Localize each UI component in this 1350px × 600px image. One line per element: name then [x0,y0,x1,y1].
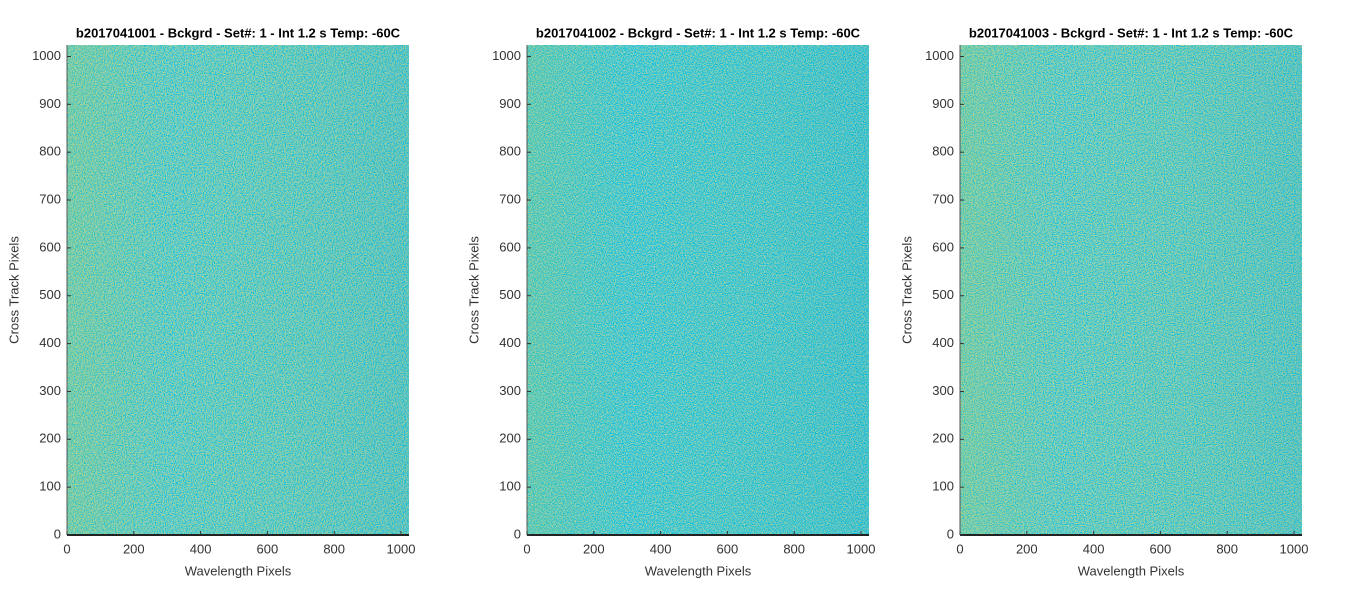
x-tick-label: 400 [190,541,212,556]
y-axis-label: Cross Track Pixels [466,236,481,344]
x-tick-label: 200 [1016,541,1038,556]
y-tick-label: 800 [932,144,954,159]
y-tick-label: 300 [932,383,954,398]
y-tick-label: 800 [39,144,61,159]
heatmap-shade [960,45,1302,535]
y-tick-label: 0 [54,526,61,541]
y-tick-label: 700 [39,191,61,206]
y-tick-label: 900 [39,96,61,111]
y-tick-label: 400 [932,335,954,350]
y-tick-label: 1000 [925,48,954,63]
x-tick-label: 1000 [387,541,416,556]
x-axis-label: Wavelength Pixels [185,563,292,578]
y-tick-label: 1000 [32,48,61,63]
x-tick-label: 200 [583,541,605,556]
y-tick-label: 100 [499,479,521,494]
x-tick-label: 200 [123,541,145,556]
x-tick-label: 0 [523,541,530,556]
y-tick-label: 600 [932,239,954,254]
y-tick-label: 500 [932,287,954,302]
x-tick-label: 600 [717,541,739,556]
y-axis-label: Cross Track Pixels [6,236,21,344]
y-axis-label: Cross Track Pixels [899,236,914,344]
y-tick-label: 300 [39,383,61,398]
y-tick-label: 200 [932,431,954,446]
y-tick-label: 200 [39,431,61,446]
y-tick-label: 100 [932,479,954,494]
y-tick-label: 0 [947,526,954,541]
chart-title: b2017041003 - Bckgrd - Set#: 1 - Int 1.2… [969,25,1294,40]
y-tick-label: 400 [39,335,61,350]
x-tick-label: 400 [1083,541,1105,556]
chart-title: b2017041001 - Bckgrd - Set#: 1 - Int 1.2… [76,25,401,40]
y-tick-label: 1000 [492,48,521,63]
heatmap-shade [67,45,409,535]
y-tick-label: 200 [499,431,521,446]
x-axis-label: Wavelength Pixels [645,563,752,578]
x-tick-label: 800 [783,541,805,556]
y-tick-label: 0 [514,526,521,541]
x-tick-label: 600 [1150,541,1172,556]
y-tick-label: 600 [39,239,61,254]
x-tick-label: 400 [650,541,672,556]
y-tick-label: 100 [39,479,61,494]
x-tick-label: 1000 [1280,541,1309,556]
x-tick-label: 600 [257,541,279,556]
y-tick-label: 800 [499,144,521,159]
y-tick-label: 500 [499,287,521,302]
y-tick-label: 500 [39,287,61,302]
y-tick-label: 700 [932,191,954,206]
chart-title: b2017041002 - Bckgrd - Set#: 1 - Int 1.2… [536,25,861,40]
y-tick-label: 700 [499,191,521,206]
y-tick-label: 300 [499,383,521,398]
y-tick-label: 900 [499,96,521,111]
x-tick-label: 800 [1216,541,1238,556]
y-tick-label: 400 [499,335,521,350]
heatmap-shade [527,45,869,535]
x-axis-label: Wavelength Pixels [1078,563,1185,578]
y-tick-label: 600 [499,239,521,254]
x-tick-label: 0 [956,541,963,556]
x-tick-label: 800 [323,541,345,556]
x-tick-label: 0 [63,541,70,556]
y-tick-label: 900 [932,96,954,111]
x-tick-label: 1000 [847,541,876,556]
